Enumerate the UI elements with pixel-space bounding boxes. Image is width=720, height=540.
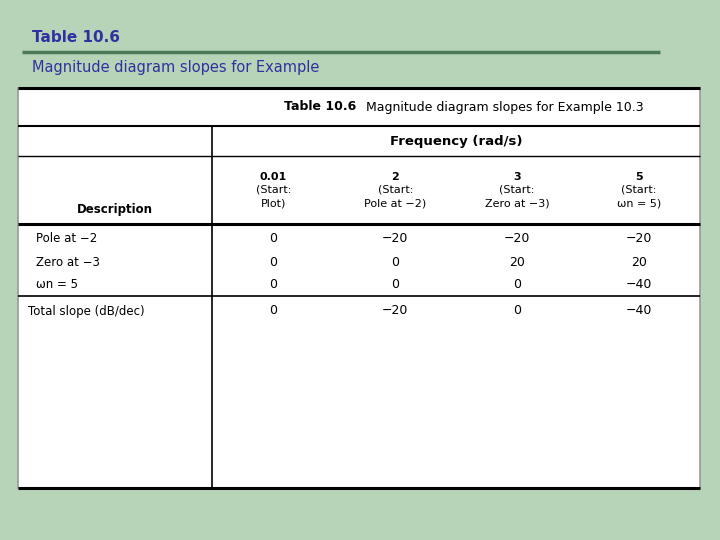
Text: 20: 20 [631, 256, 647, 269]
Text: −20: −20 [504, 232, 531, 245]
Text: 0: 0 [513, 305, 521, 318]
Text: (Start:: (Start: [500, 185, 535, 195]
Text: 0: 0 [391, 279, 399, 292]
Text: Total slope (dB/dec): Total slope (dB/dec) [28, 305, 145, 318]
Text: −40: −40 [626, 305, 652, 318]
Text: Magnitude diagram slopes for Example 10.3: Magnitude diagram slopes for Example 10.… [358, 100, 644, 113]
Text: −20: −20 [382, 232, 408, 245]
Text: (Start:: (Start: [621, 185, 657, 195]
Text: (Start:: (Start: [256, 185, 291, 195]
Text: 0: 0 [269, 232, 277, 245]
Text: Zero at −3: Zero at −3 [36, 256, 100, 269]
Text: 20: 20 [509, 256, 525, 269]
Text: 0.01: 0.01 [260, 172, 287, 182]
Text: −40: −40 [626, 279, 652, 292]
Text: Table 10.6: Table 10.6 [284, 100, 356, 113]
Text: −20: −20 [382, 305, 408, 318]
Text: 0: 0 [269, 256, 277, 269]
Text: Description: Description [77, 203, 153, 216]
Text: Pole at −2: Pole at −2 [36, 232, 97, 245]
Text: ωn = 5): ωn = 5) [617, 198, 661, 208]
Text: 3: 3 [513, 172, 521, 182]
Text: Pole at −2): Pole at −2) [364, 198, 426, 208]
Text: −20: −20 [626, 232, 652, 245]
Text: Zero at −3): Zero at −3) [485, 198, 549, 208]
Text: Plot): Plot) [261, 198, 286, 208]
Text: (Start:: (Start: [377, 185, 413, 195]
Text: Magnitude diagram slopes for Example: Magnitude diagram slopes for Example [32, 60, 320, 75]
FancyBboxPatch shape [18, 88, 700, 488]
Text: 0: 0 [269, 305, 277, 318]
Text: 2: 2 [392, 172, 399, 182]
Text: 5: 5 [635, 172, 643, 182]
Text: 0: 0 [391, 256, 399, 269]
Text: 0: 0 [269, 279, 277, 292]
Text: Frequency (rad/s): Frequency (rad/s) [390, 134, 523, 147]
Text: ωn = 5: ωn = 5 [36, 279, 78, 292]
Text: Table 10.6: Table 10.6 [32, 30, 120, 45]
Text: 0: 0 [513, 279, 521, 292]
